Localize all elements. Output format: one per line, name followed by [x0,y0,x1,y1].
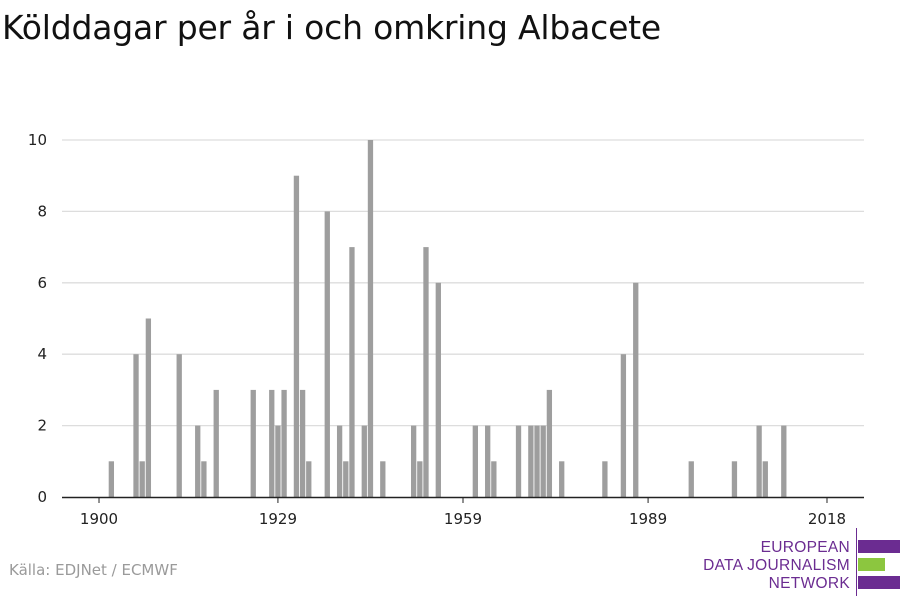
bar [528,425,534,497]
bar [756,425,762,497]
bar [485,425,491,497]
bar [281,389,287,497]
bar [361,425,367,497]
bar [336,425,343,497]
bar [250,389,256,497]
logo-divider [856,528,857,596]
source-note: Källa: EDJNet / ECMWF [9,561,178,579]
logo-line-3: NETWORK [768,575,850,592]
bar [602,461,608,497]
bar [306,461,312,497]
x-tick-label: 1989 [629,510,667,528]
bar [201,461,207,497]
bar [546,389,553,497]
bar [472,425,478,497]
bar [559,461,565,497]
bar [380,461,386,497]
y-tick-label: 4 [37,345,47,363]
logo-bar-top [858,540,900,553]
bars [108,140,787,497]
chart-title: Kölddagar per år i och omkring Albacete [2,8,662,47]
x-tick-label: 2018 [808,510,846,528]
bar [213,389,219,497]
y-tick-label: 0 [37,488,47,506]
bar [275,425,281,497]
bar [731,461,738,497]
bar [176,354,182,497]
bar [145,318,152,497]
axes: 0 2 4 6 8 10 1900 1929 1959 1989 2018 [28,131,864,528]
gridlines [62,139,864,427]
logo-line-1: EUROPEAN [760,539,850,556]
x-tick-label: 1929 [259,510,297,528]
bar [620,354,627,497]
logo-bar-bottom [858,576,900,589]
y-tick-label: 8 [37,202,47,220]
bar [299,389,306,497]
bar [417,461,423,497]
edjnet-logo: EUROPEAN DATA JOURNALISM NETWORK [700,528,900,596]
bar [435,282,441,497]
bar [534,425,540,497]
logo-line-2: DATA JOURNALISM [703,557,850,574]
logo-bar-middle [858,558,885,571]
bar [540,425,546,497]
bar [324,211,330,497]
x-tick-label: 1959 [444,510,482,528]
bar [515,425,522,497]
bar [410,425,417,497]
bar [491,461,497,497]
bar [139,461,145,497]
bar [633,282,639,497]
bar [688,461,694,497]
y-tick-label: 10 [28,131,47,149]
bar [108,461,115,497]
bar [762,461,768,497]
bar [349,247,355,497]
bar [781,425,787,497]
y-tick-label: 2 [37,417,47,435]
bar [269,389,275,497]
x-tick-label: 1900 [80,510,118,528]
bar [293,175,300,497]
bar [367,140,374,497]
y-tick-label: 6 [37,274,47,292]
bar [195,425,201,497]
bar [133,354,139,497]
logo-text: EUROPEAN DATA JOURNALISM NETWORK [703,539,850,593]
bar [343,461,349,497]
bar [423,247,429,497]
